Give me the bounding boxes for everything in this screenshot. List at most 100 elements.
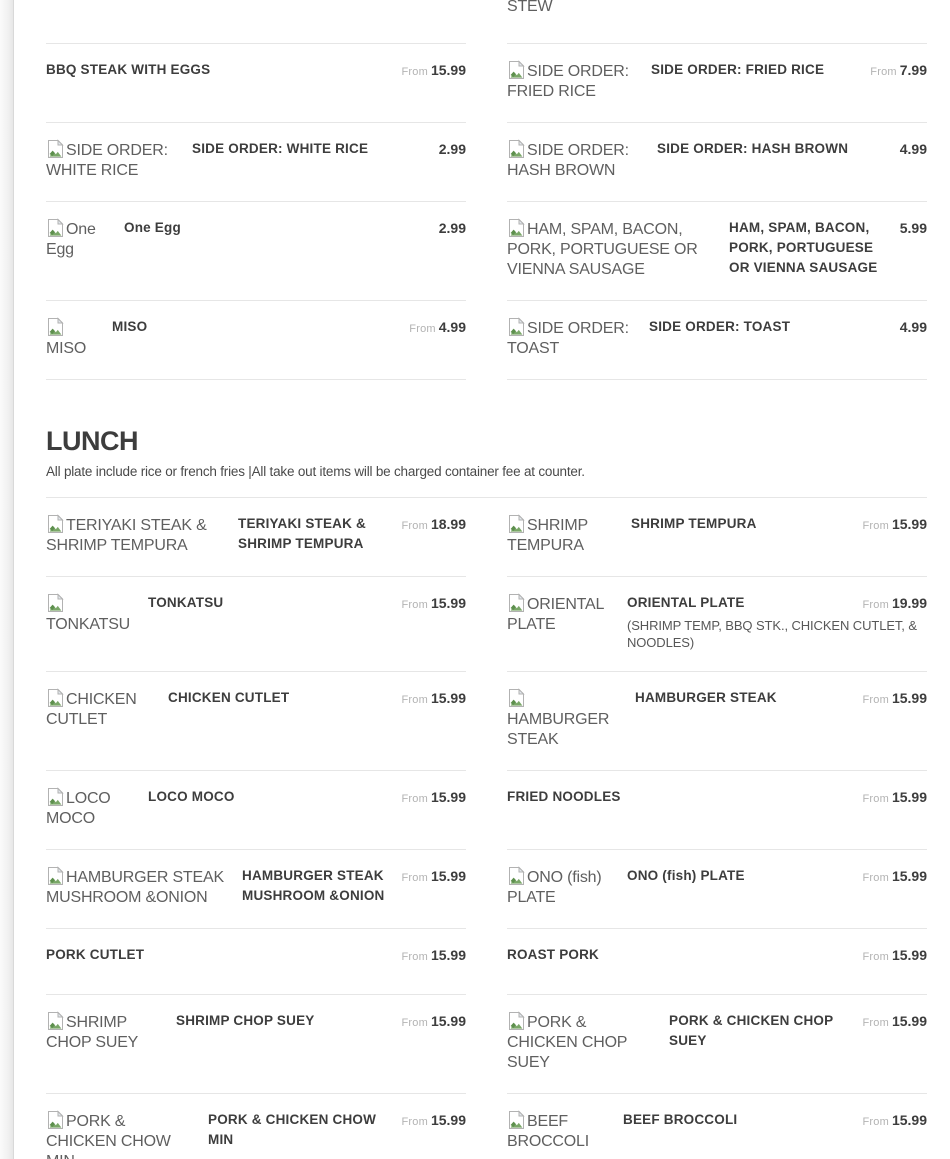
item-name: SIDE ORDER: WHITE RICE xyxy=(192,141,369,156)
item-image-placeholder: SHRIMP TEMPURA xyxy=(507,514,615,556)
item-body: MISO From 4.99 xyxy=(112,317,466,339)
menu-item-row[interactable]: CHICKEN CUTLET CHICKEN CUTLET From 15.99 xyxy=(46,672,466,771)
item-image-placeholder: One Egg xyxy=(46,218,108,260)
item-name: FRIED NOODLES xyxy=(507,789,621,804)
item-name: PORK & CHICKEN CHOW MIN xyxy=(208,1112,377,1147)
price-from-label: From xyxy=(401,1116,428,1128)
cut-off-menu-item: STEW xyxy=(507,0,927,44)
broken-image-icon xyxy=(509,60,525,79)
item-name: TERIYAKI STEAK & SHRIMP TEMPURA xyxy=(238,516,366,551)
menu-item-row[interactable]: One Egg One Egg 2.99 xyxy=(46,202,466,301)
section-subtitle: All plate include rice or french fries |… xyxy=(46,464,585,479)
menu-item-row[interactable]: SIDE ORDER: TOAST SIDE ORDER: TOAST 4.99 xyxy=(507,301,927,380)
item-body: SHRIMP CHOP SUEY From 15.99 xyxy=(176,1011,466,1033)
item-price: 5.99 xyxy=(900,218,927,238)
item-image-placeholder: SIDE ORDER: HASH BROWN xyxy=(507,139,641,181)
menu-item-row[interactable]: ORIENTAL PLATE ORIENTAL PLATE From 19.99 (SH… xyxy=(507,577,927,672)
image-alt-text: SHRIMP CHOP SUEY xyxy=(46,1014,139,1051)
menu-item-row[interactable]: BBQ STEAK WITH EGGS From 15.99 xyxy=(46,44,466,123)
section-title: LUNCH xyxy=(46,426,139,456)
item-body: BBQ STEAK WITH EGGS From 15.99 xyxy=(46,60,466,82)
menu-item-row[interactable]: PORK & CHICKEN CHOW MINPORK & CHICKEN CH… xyxy=(46,1094,466,1159)
image-alt-text: HAMBURGER STEAK xyxy=(507,711,610,748)
price-amount: 15.99 xyxy=(430,868,466,884)
item-header: ORIENTAL PLATE From 19.99 xyxy=(627,593,927,615)
item-header: PORK & CHICKEN CHOW MIN From 15.99 xyxy=(208,1110,466,1150)
item-price: 2.99 xyxy=(439,139,466,159)
broken-image-icon xyxy=(48,218,64,237)
item-name: BEEF BROCCOLI xyxy=(623,1112,738,1127)
broken-image-icon xyxy=(509,514,525,533)
menu-item-row[interactable]: SIDE ORDER: FRIED RICE SIDE ORDER: FRIED … xyxy=(507,44,927,123)
menu-row-band: One Egg One Egg 2.99 HAM, SPAM, BACON, PORK… xyxy=(46,202,927,301)
menu-item-row[interactable]: LOCO MOCO LOCO MOCO From 15.99 xyxy=(46,771,466,850)
item-body: BEEF BROCCOLI From 15.99 xyxy=(623,1110,927,1132)
image-alt-text: ORIENTAL PLATE xyxy=(507,596,604,633)
item-body: ONO (fish) PLATE From 15.99 xyxy=(627,866,927,888)
price-amount: 4.99 xyxy=(899,319,927,335)
menu-item-row[interactable]: HAMBURGER STEAK MUSHROOM &ONION HAMBURGER… xyxy=(46,850,466,929)
image-alt-text: SHRIMP TEMPURA xyxy=(507,517,588,554)
item-price: 4.99 xyxy=(900,139,927,159)
item-name: SIDE ORDER: HASH BROWN xyxy=(657,141,849,156)
item-image-placeholder: ORIENTAL PLATE xyxy=(507,593,611,635)
item-header: FRIED NOODLES From 15.99 xyxy=(507,787,927,809)
item-price: From 4.99 xyxy=(409,317,466,339)
price-amount: 2.99 xyxy=(438,141,466,157)
item-body: SIDE ORDER: WHITE RICE 2.99 xyxy=(192,139,466,159)
price-amount: 5.99 xyxy=(899,220,927,236)
item-name: MISO xyxy=(112,319,148,334)
item-name: ONO (fish) PLATE xyxy=(627,868,745,883)
broken-image-icon xyxy=(48,1110,64,1129)
image-alt-text: STEW xyxy=(507,0,553,15)
item-header: One Egg 2.99 xyxy=(124,218,466,238)
menu-item-row[interactable]: MISO MISO From 4.99 xyxy=(46,301,466,380)
menu-row-band: MISO MISO From 4.99 SIDE ORDER: TOAST SIDE OR… xyxy=(46,301,927,380)
price-from-label: From xyxy=(401,599,428,611)
menu-item-row[interactable]: TONKATSU TONKATSU From 15.99 xyxy=(46,577,466,672)
item-body: SIDE ORDER: TOAST 4.99 xyxy=(649,317,927,337)
menu-item-row[interactable]: PORK CUTLET From 15.99 xyxy=(46,929,466,995)
menu-item-row[interactable]: SIDE ORDER: HASH BROWN SIDE ORDER: HASH B… xyxy=(507,123,927,202)
broken-image-icon xyxy=(48,317,64,336)
menu-item-row[interactable]: SHRIMP CHOP SUEY SHRIMP CHOP SUEY From 15.9… xyxy=(46,995,466,1094)
item-body: TERIYAKI STEAK & SHRIMP TEMPURA From 18.99 xyxy=(238,514,466,554)
menu-section: STEW BBQ STEAK WITH EGGS From 15.99 SIDE ORD… xyxy=(46,0,927,380)
price-from-label: From xyxy=(401,872,428,884)
item-price: From 15.99 xyxy=(862,688,927,710)
menu-item-row[interactable]: HAMBURGER STEAK HAMBURGER STEAK From 15.99 xyxy=(507,672,927,771)
menu-item-row[interactable]: PORK & CHICKEN CHOP SUEY PORK & CHICKEN C… xyxy=(507,995,927,1094)
image-alt-text: PORK & CHICKEN CHOP SUEY xyxy=(507,1014,627,1071)
item-name: HAMBURGER STEAK MUSHROOM &ONION xyxy=(242,868,385,903)
item-body: HAMBURGER STEAK From 15.99 xyxy=(635,688,927,710)
broken-image-icon xyxy=(509,139,525,158)
menu-item-row[interactable]: SIDE ORDER: WHITE RICE SIDE ORDER: WHITE … xyxy=(46,123,466,202)
item-header: TONKATSU From 15.99 xyxy=(148,593,466,615)
menu-item-row[interactable]: HAM, SPAM, BACON, PORK, PORTUGUESE OR VI… xyxy=(507,202,927,301)
item-name: PORK & CHICKEN CHOP SUEY xyxy=(669,1013,834,1048)
image-alt-text: HAMBURGER STEAK MUSHROOM &ONION xyxy=(46,869,224,906)
item-description: (SHRIMP TEMP, BBQ STK., CHICKEN CUTLET, … xyxy=(627,618,917,650)
menu-item-row[interactable]: BEEF BROCCOLI BEEF BROCCOLI From 15.99 xyxy=(507,1094,927,1159)
menu-item-row[interactable]: SHRIMP TEMPURA SHRIMP TEMPURA From 15.99 xyxy=(507,498,927,577)
menu-row-band: CHICKEN CUTLET CHICKEN CUTLET From 15.99 HAM… xyxy=(46,672,927,771)
menu-item-row[interactable]: ROAST PORK From 15.99 xyxy=(507,929,927,995)
item-price: From 15.99 xyxy=(401,787,466,809)
broken-image-icon xyxy=(48,688,64,707)
item-header: LOCO MOCO From 15.99 xyxy=(148,787,466,809)
image-alt-text: TERIYAKI STEAK & SHRIMP TEMPURA xyxy=(46,517,207,554)
price-amount: 15.99 xyxy=(430,1013,466,1029)
menu-item-row[interactable]: ONO (fish) PLATE ONO (fish) PLATE From 15.9… xyxy=(507,850,927,929)
price-amount: 2.99 xyxy=(438,220,466,236)
item-body: SIDE ORDER: HASH BROWN 4.99 xyxy=(657,139,927,159)
item-price: From 19.99 xyxy=(862,593,927,615)
price-amount: 15.99 xyxy=(891,947,927,963)
item-header: SHRIMP TEMPURA From 15.99 xyxy=(631,514,927,536)
price-amount: 18.99 xyxy=(430,516,466,532)
menu-item-row[interactable]: FRIED NOODLES From 15.99 xyxy=(507,771,927,850)
price-amount: 15.99 xyxy=(430,595,466,611)
menu-row-band: PORK & CHICKEN CHOW MINPORK & CHICKEN CH… xyxy=(46,1094,927,1159)
menu-item-row[interactable]: TERIYAKI STEAK & SHRIMP TEMPURA TERIYAKI … xyxy=(46,498,466,577)
price-amount: 4.99 xyxy=(438,319,466,335)
